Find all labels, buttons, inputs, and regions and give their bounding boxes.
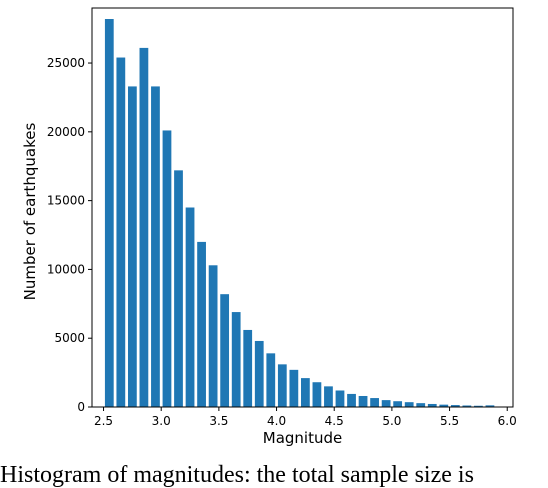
histogram-bar: [312, 382, 322, 407]
histogram-bar: [139, 47, 149, 408]
y-axis-ticks: 0 5000 10000 15000 20000 25000: [47, 56, 92, 414]
histogram-bar: [358, 395, 368, 407]
histogram-bar: [393, 401, 403, 407]
x-tick-label: 3.0: [152, 414, 171, 428]
x-axis-ticks: 2.5 3.0 3.5 4.0 4.5 5.0 5.5 6.0: [94, 407, 517, 428]
histogram-chart: 2.5 3.0 3.5 4.0 4.5 5.0 5.5 6.0 0 5000 10000 15000…: [21, 7, 517, 447]
y-axis-label: Number of earthquakes: [21, 123, 39, 301]
x-tick-label: 5.0: [382, 414, 401, 428]
histogram-bar: [162, 130, 172, 407]
x-axis-label: Magnitude: [263, 429, 342, 447]
histogram-bar: [174, 170, 183, 407]
y-tick-label: 20000: [47, 125, 85, 139]
histogram-bar: [266, 353, 276, 407]
bars-group: [104, 19, 495, 408]
histogram-bar: [197, 241, 206, 407]
figure-caption: Histogram of magnitudes: the total sampl…: [0, 462, 474, 488]
y-tick-label: 0: [77, 400, 85, 414]
histogram-bar: [347, 393, 356, 407]
histogram-bar: [254, 340, 264, 407]
x-tick-label: 4.0: [267, 414, 286, 428]
x-tick-label: 5.5: [440, 414, 459, 428]
histogram-bar: [462, 405, 472, 407]
histogram-bar: [381, 400, 391, 407]
histogram-bar: [289, 369, 299, 407]
histogram-bar: [301, 378, 310, 407]
histogram-bar: [335, 390, 345, 407]
y-tick-label: 15000: [47, 194, 85, 208]
histogram-bar: [370, 398, 379, 407]
histogram-bar: [208, 265, 218, 407]
y-tick-label: 5000: [54, 331, 85, 345]
histogram-bar: [104, 19, 114, 407]
histogram-bar: [127, 86, 137, 408]
histogram-bar: [324, 386, 333, 407]
histogram-bar: [427, 403, 437, 407]
histogram-bar: [185, 207, 195, 407]
plot-frame: [91, 7, 514, 408]
histogram-bar: [243, 329, 253, 407]
histogram-bar: [277, 364, 287, 407]
histogram-bar: [485, 405, 495, 407]
histogram-bar: [231, 312, 241, 407]
histogram-bar: [116, 57, 126, 407]
histogram-bar: [404, 402, 414, 407]
histogram-bar: [439, 404, 449, 407]
histogram-bar: [474, 405, 483, 407]
y-tick-label: 10000: [47, 262, 85, 276]
x-tick-label: 6.0: [498, 414, 517, 428]
x-tick-label: 2.5: [94, 414, 113, 428]
x-tick-label: 4.5: [325, 414, 344, 428]
histogram-bar: [220, 294, 230, 407]
histogram-bar: [416, 403, 426, 407]
histogram-bar: [151, 86, 160, 408]
x-tick-label: 3.5: [209, 414, 228, 428]
y-tick-label: 25000: [47, 56, 85, 70]
histogram-bar: [450, 405, 460, 407]
